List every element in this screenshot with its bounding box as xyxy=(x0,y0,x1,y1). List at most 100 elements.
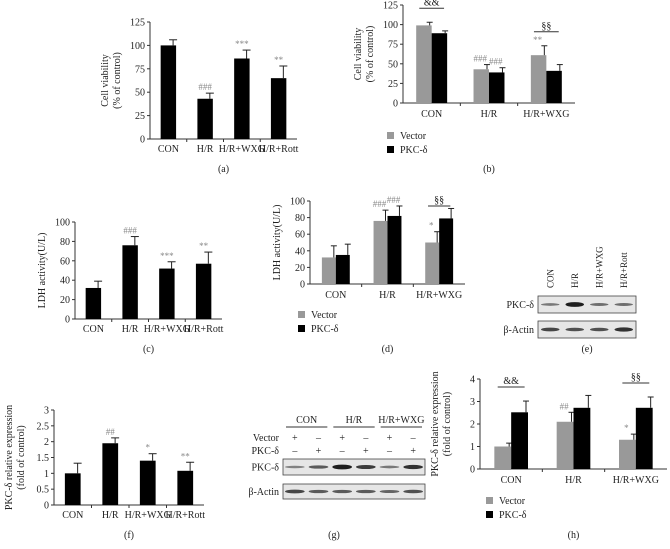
y-tick-label: 75 xyxy=(388,40,398,51)
category-label: H/R xyxy=(481,109,498,120)
panel-f-pkc-expression-chart: 0 0.5 1 1.5 2 2.5 3 PKC-δ relative expression (f… xyxy=(0,360,230,544)
y-tick-label: 2.5 xyxy=(37,421,50,432)
legend-vector-label: Vector xyxy=(400,131,427,142)
category-label: H/R xyxy=(565,475,582,486)
y-axis-label: Cell viability xyxy=(353,28,364,81)
treatment-label: PKC-δ xyxy=(252,446,280,457)
bar-pkc xyxy=(387,215,402,284)
bar-vector xyxy=(373,220,388,284)
y-tick-label: 40 xyxy=(295,246,305,257)
panel-a-cell-viability-chart: 0 25 50 75 100 125 Cell viability (% of control… xyxy=(0,0,335,180)
y-tick-label: 25 xyxy=(135,111,145,122)
legend-pkc-swatch xyxy=(486,511,493,518)
y-tick-label: 0 xyxy=(470,465,475,476)
group-label: H/R+WXG xyxy=(378,415,424,426)
category-label: CON xyxy=(325,290,346,301)
blot-band xyxy=(379,489,400,494)
y-tick-label: 100 xyxy=(383,20,398,31)
y-tick-label: 25 xyxy=(388,79,398,90)
blot-band xyxy=(308,465,329,469)
legend-vector-swatch xyxy=(387,132,394,139)
bar xyxy=(85,287,102,319)
bar-pkc xyxy=(431,33,448,103)
bar-vector xyxy=(473,69,489,103)
y-axis-label: LDH activity(U/L) xyxy=(272,205,283,281)
category-label: H/R+WXG xyxy=(416,290,462,301)
panel-caption: (e) xyxy=(581,344,592,355)
category-label: H/R+WXG xyxy=(219,144,265,155)
bracket-label: §§ xyxy=(541,21,551,32)
legend-vector-label: Vector xyxy=(311,310,338,321)
y-tick-label: 75 xyxy=(135,64,145,75)
treatment-mark: – xyxy=(362,433,369,444)
blot-band xyxy=(590,303,609,306)
y-axis-label: (fold of control) xyxy=(442,392,453,456)
y-tick-label: 50 xyxy=(135,88,145,99)
treatment-mark: + xyxy=(410,446,416,457)
lane-label: H/R+Rott xyxy=(619,252,629,288)
bar-vector xyxy=(321,257,336,284)
y-tick-label: 3 xyxy=(470,397,475,408)
significance-mark: ** xyxy=(181,451,191,461)
panel-b-cell-viability-pkc-chart: 0 25 50 75 100 125 Cell viability (% of control… xyxy=(335,0,670,180)
bar xyxy=(195,263,212,319)
blot-band xyxy=(590,327,609,332)
blot-strip xyxy=(537,320,637,339)
significance-mark: * xyxy=(429,221,434,231)
y-tick-label: 1 xyxy=(470,442,475,453)
y-tick-label: 1.5 xyxy=(37,453,50,464)
category-label: CON xyxy=(501,475,522,486)
treatment-mark: – xyxy=(410,433,417,444)
bar-pkc xyxy=(546,70,562,103)
panel-e-western-blot: CON H/R H/R+WXG H/R+Rott PKC-δ β-Actin (e) xyxy=(490,180,670,360)
legend-pkc-swatch xyxy=(387,146,394,153)
y-tick-label: 0 xyxy=(44,501,49,512)
blot-band xyxy=(356,464,376,470)
category-label: CON xyxy=(83,324,104,335)
legend-pkc-label: PKC-δ xyxy=(311,324,339,335)
bar-pkc xyxy=(439,218,454,284)
y-tick-label: 100 xyxy=(130,41,145,52)
category-label: H/R xyxy=(102,510,119,521)
lane-label: H/R xyxy=(570,273,580,288)
legend-vector-label: Vector xyxy=(499,496,526,507)
y-tick-label: 80 xyxy=(60,237,70,248)
significance-mark: ** xyxy=(274,55,284,65)
legend-vector-swatch xyxy=(486,497,493,504)
bar xyxy=(159,268,175,319)
significance-mark: ### xyxy=(123,226,137,236)
blot-band xyxy=(565,327,584,332)
y-axis-label: (% of control) xyxy=(365,26,376,83)
bar-pkc xyxy=(635,407,653,469)
y-tick-label: 125 xyxy=(130,18,145,29)
legend-pkc-label: PKC-δ xyxy=(499,510,527,521)
significance-mark: ### xyxy=(198,82,212,92)
category-label: H/R+Rott xyxy=(184,324,224,335)
blot-band xyxy=(614,327,633,332)
group-label: CON xyxy=(296,415,317,426)
treatment-mark: + xyxy=(387,433,393,444)
panel-caption: (c) xyxy=(143,344,154,355)
bracket-label: §§ xyxy=(434,195,444,206)
y-tick-label: 2 xyxy=(470,420,475,431)
significance-mark: ## xyxy=(560,401,570,411)
legend-vector-swatch xyxy=(298,311,305,318)
blot-band xyxy=(285,465,305,469)
bar-pkc xyxy=(335,254,350,284)
y-axis-label: LDH activity(U/L) xyxy=(37,233,48,309)
blot-strip xyxy=(282,483,426,500)
y-tick-label: 20 xyxy=(295,263,305,274)
category-label: H/R xyxy=(197,144,214,155)
lane-label: H/R+WXG xyxy=(594,246,604,288)
blot-strip xyxy=(537,295,637,314)
treatment-mark: – xyxy=(386,446,393,457)
y-axis-label: (% of control) xyxy=(112,52,123,109)
significance-mark: ### xyxy=(387,195,401,205)
y-tick-label: 20 xyxy=(60,295,70,306)
treatment-mark: – xyxy=(291,446,298,457)
panel-h-pkc-expression-pkc-chart: 0 1 2 3 4 PKC-δ relative expression (fold of c… xyxy=(430,360,670,544)
bar-pkc xyxy=(511,412,528,469)
bar-vector xyxy=(619,439,636,469)
y-axis-label: PKC-δ relative expression xyxy=(430,371,441,476)
panel-caption: (h) xyxy=(568,530,580,541)
